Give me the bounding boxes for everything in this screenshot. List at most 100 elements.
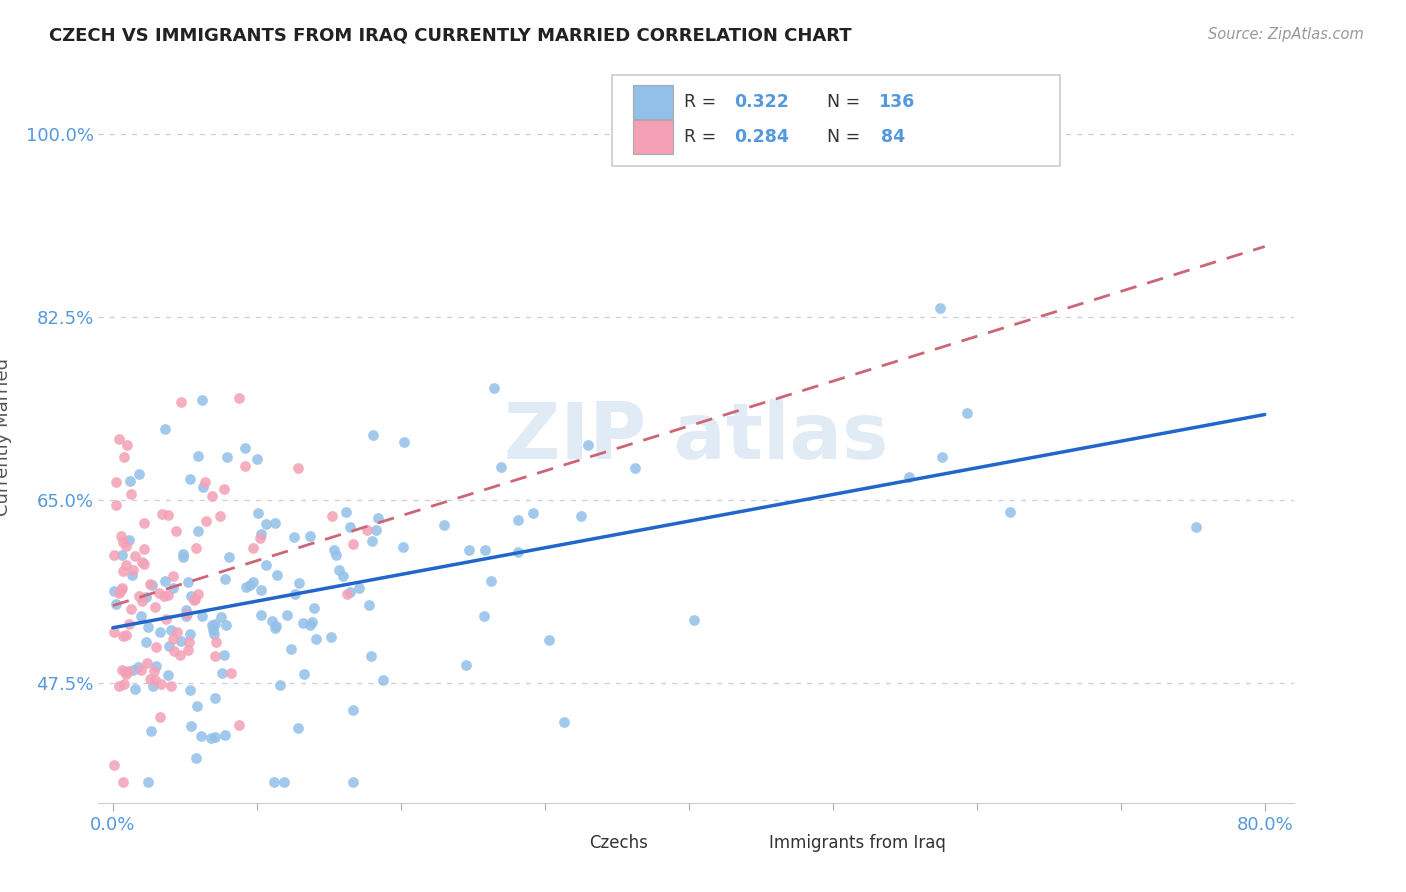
Point [179, 634, 201, 648]
Point [135, 634, 157, 648]
Point [160, 679, 183, 693]
Point [209, 609, 232, 624]
Point [134, 541, 156, 556]
Point [162, 632, 184, 647]
Point [273, 775, 295, 789]
Point [180, 719, 202, 733]
Point [204, 691, 226, 706]
FancyBboxPatch shape [633, 120, 673, 154]
Point [553, 715, 575, 730]
Point [339, 520, 361, 534]
Point [184, 541, 207, 555]
Point [208, 508, 231, 523]
Point [235, 580, 257, 594]
Point [491, 459, 513, 474]
Point [898, 470, 921, 484]
Point [112, 450, 135, 464]
Point [1185, 519, 1208, 533]
Point [103, 758, 125, 772]
Point [305, 632, 328, 646]
Point [246, 506, 269, 520]
Point [215, 618, 238, 632]
Text: ZIP atlas: ZIP atlas [503, 399, 889, 475]
Point [956, 406, 979, 420]
Point [263, 775, 285, 789]
Point [228, 391, 250, 405]
Point [624, 461, 647, 475]
Point [135, 657, 157, 671]
Point [110, 582, 132, 597]
Point [122, 563, 145, 577]
Point [342, 775, 364, 789]
FancyBboxPatch shape [730, 830, 763, 854]
Point [347, 582, 370, 596]
Point [172, 547, 194, 561]
Point [110, 529, 132, 543]
Point [191, 392, 214, 407]
Text: 84: 84 [882, 128, 905, 146]
Point [131, 594, 153, 608]
Point [120, 601, 142, 615]
Point [249, 527, 271, 541]
Point [162, 569, 184, 583]
Point [118, 533, 141, 548]
Point [246, 452, 269, 467]
Point [157, 588, 180, 602]
Point [184, 592, 207, 607]
Point [120, 487, 142, 501]
Point [103, 624, 125, 639]
Text: N =: N = [827, 128, 866, 146]
Point [112, 676, 135, 690]
Point [114, 628, 136, 642]
Point [276, 608, 298, 623]
Point [264, 619, 287, 633]
Point [124, 549, 146, 563]
Point [356, 523, 378, 537]
Point [474, 543, 496, 558]
FancyBboxPatch shape [613, 75, 1060, 167]
Point [105, 475, 128, 489]
Point [454, 658, 477, 673]
Point [162, 581, 184, 595]
Point [569, 508, 592, 523]
Point [298, 529, 321, 543]
Point [104, 498, 127, 512]
Point [228, 718, 250, 732]
Point [139, 577, 162, 591]
Point [183, 592, 205, 607]
Point [157, 639, 180, 653]
Point [186, 587, 208, 601]
Point [204, 649, 226, 664]
Point [202, 623, 225, 637]
Point [172, 550, 194, 565]
Point [242, 541, 264, 555]
Point [142, 679, 165, 693]
Point [150, 677, 173, 691]
Point [145, 658, 167, 673]
Text: 136: 136 [877, 93, 914, 112]
Point [143, 673, 166, 687]
Point [301, 615, 323, 629]
Point [139, 724, 162, 739]
Point [114, 539, 136, 553]
Point [142, 664, 165, 678]
Point [292, 615, 315, 630]
Point [131, 555, 153, 569]
Point [107, 432, 129, 446]
Point [114, 667, 136, 681]
Point [124, 682, 146, 697]
Point [204, 616, 226, 631]
Point [118, 617, 141, 632]
Point [166, 524, 188, 538]
Text: Czechs: Czechs [589, 834, 648, 852]
Point [177, 575, 200, 590]
Point [193, 480, 215, 494]
Point [302, 600, 325, 615]
Point [929, 301, 952, 315]
Point [472, 608, 495, 623]
Point [170, 634, 193, 648]
Point [105, 597, 128, 611]
Point [129, 609, 152, 624]
Point [187, 449, 209, 463]
Point [292, 666, 315, 681]
